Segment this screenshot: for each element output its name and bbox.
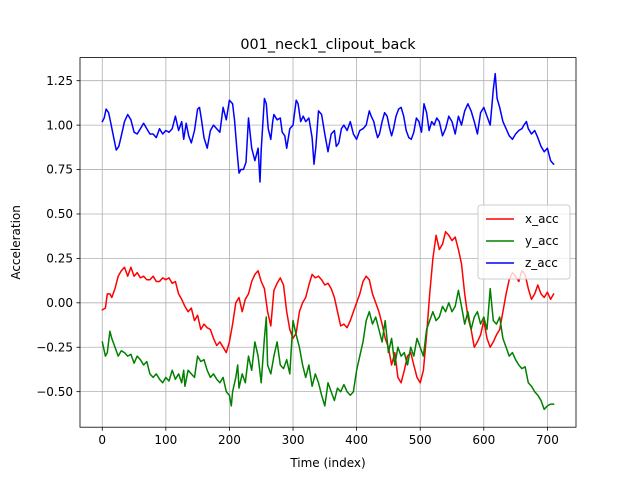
x-tick-label: 200	[218, 433, 241, 447]
legend-entry-label: z_acc	[525, 256, 558, 270]
plot-area-frame	[79, 57, 577, 428]
y-tick-label: 0.00	[46, 296, 73, 310]
x-tick-label: 600	[472, 433, 495, 447]
y-tick-label: 0.50	[46, 207, 73, 221]
x-tick-label: 0	[98, 433, 106, 447]
series-lines	[101, 72, 555, 411]
series-line-y-acc	[101, 287, 555, 411]
legend-box	[477, 204, 571, 280]
y-tick-label: 1.00	[46, 118, 73, 132]
x-tick-label: 400	[345, 433, 368, 447]
legend: x_acc y_acc z_acc	[477, 204, 571, 280]
axis-ticks: 0 100 200 300 400 500 600 700 −0.50 −0.25 0.00 0.25…	[36, 74, 559, 447]
y-tick-label: 1.25	[46, 74, 73, 88]
chart-title: 001_neck1_clipout_back	[240, 37, 416, 53]
x-tick-label: 300	[282, 433, 305, 447]
x-tick-label: 500	[409, 433, 432, 447]
y-tick-label: 0.25	[46, 252, 73, 266]
series-line-x-acc	[101, 230, 555, 384]
y-axis-label: Acceleration	[9, 205, 23, 280]
legend-entry-label: x_acc	[525, 212, 559, 226]
y-tick-label: 0.75	[46, 163, 73, 177]
legend-entry-label: y_acc	[525, 234, 559, 248]
y-tick-label: −0.25	[36, 340, 73, 354]
x-axis-label: Time (index)	[289, 456, 365, 470]
series-line-z-acc	[101, 72, 555, 183]
y-tick-label: −0.50	[36, 385, 73, 399]
grid	[80, 57, 576, 428]
x-tick-label: 100	[154, 433, 177, 447]
x-tick-label: 700	[536, 433, 559, 447]
